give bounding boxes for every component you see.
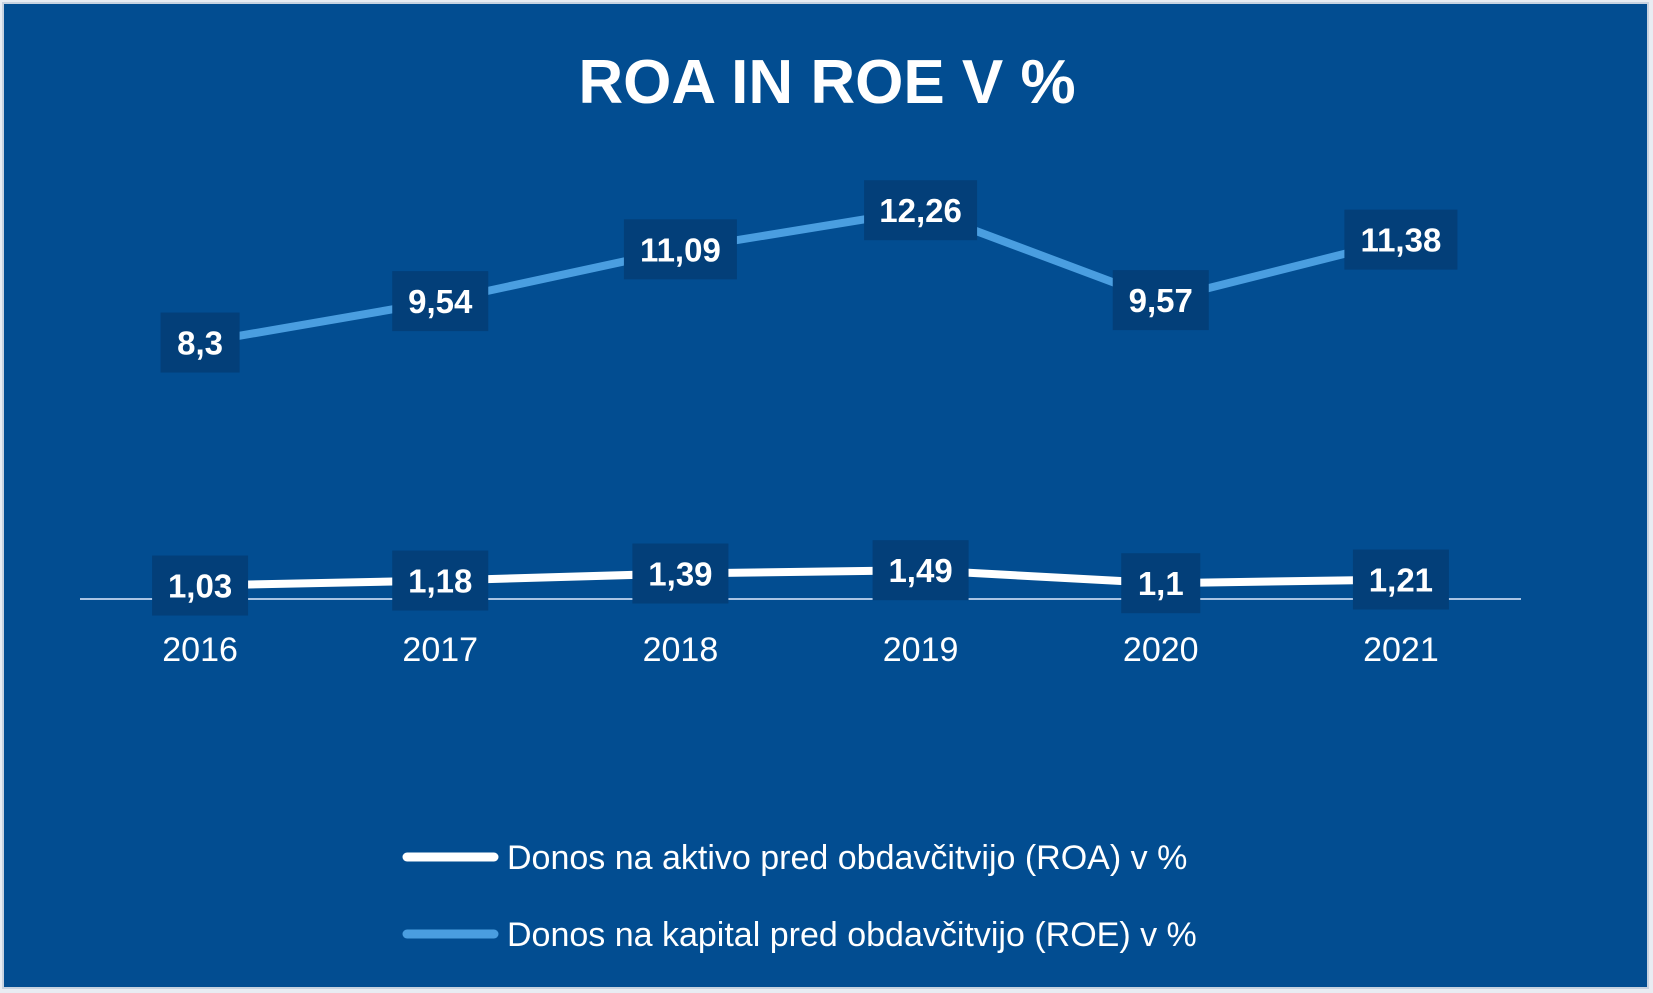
data-label-box	[1352, 549, 1449, 610]
legend: Donos na aktivo pred obdavčitvijo (ROA) …	[402, 839, 1197, 954]
x-tick-label: 2019	[883, 631, 959, 669]
data-label: 9,54	[408, 283, 473, 320]
data-label-box	[1121, 553, 1201, 614]
data-label: 12,26	[879, 192, 962, 229]
series-line-roe	[196, 206, 1405, 347]
data-labels: 1,03 1,18 1,39 1,49 1,1 1,21 8,3 9,54 11,09 12,26…	[152, 180, 1458, 616]
data-label-box	[864, 180, 978, 241]
data-label-box	[632, 543, 729, 604]
data-label-box	[392, 550, 489, 611]
x-tick-label: 2020	[1123, 631, 1199, 669]
data-label-box	[872, 540, 969, 601]
data-label-box	[160, 312, 240, 373]
data-label-box	[623, 219, 737, 280]
data-label-box	[1344, 209, 1458, 270]
data-label: 11,09	[640, 231, 721, 268]
data-label-box	[1112, 270, 1209, 331]
data-label: 1,49	[888, 552, 952, 589]
data-label: 1,21	[1369, 562, 1433, 599]
x-tick-label: 2016	[162, 631, 238, 669]
series-line-roa	[196, 566, 1405, 590]
data-label: 9,57	[1129, 282, 1193, 319]
legend-label: Donos na aktivo pred obdavčitvijo (ROA) …	[507, 839, 1187, 877]
x-tick-label: 2017	[402, 631, 478, 669]
data-label: 1,39	[648, 556, 712, 593]
x-tick-label: 2021	[1363, 631, 1439, 669]
data-label: 1,1	[1138, 565, 1184, 602]
data-label: 1,18	[408, 563, 472, 600]
series-lines	[196, 206, 1405, 590]
data-label: 11,38	[1361, 222, 1442, 259]
data-label-box	[152, 555, 249, 616]
chart-title: ROA IN ROE V %	[578, 48, 1075, 117]
data-label: 1,03	[168, 568, 232, 605]
roa-roe-line-chart: ROA IN ROE V % 2016 2017 2018 2019 2020 2021 …	[80, 48, 1521, 954]
legend-label: Donos na kapital pred obdavčitvijo (ROE)…	[507, 916, 1197, 954]
x-tick-label: 2018	[643, 631, 719, 669]
data-label-box	[392, 271, 489, 332]
x-axis: 2016 2017 2018 2019 2020 2021	[80, 598, 1521, 669]
data-label: 8,3	[177, 325, 223, 362]
